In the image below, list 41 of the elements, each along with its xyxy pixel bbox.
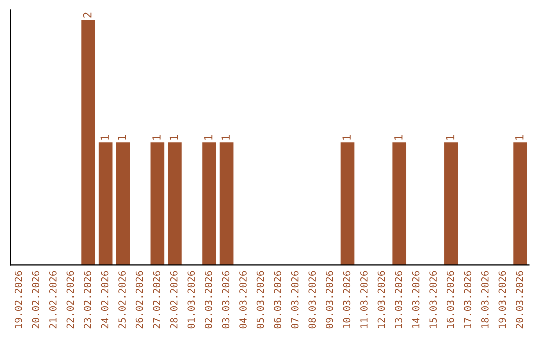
x-tick-label: 12.03.2026 <box>378 271 386 328</box>
x-tick-label: 15.03.2026 <box>430 271 438 328</box>
x-tick-label: 27.02.2026 <box>153 271 161 329</box>
x-tick-label: 09.03.2026 <box>326 271 334 329</box>
x-tick-label: 20.03.2026 <box>516 271 524 329</box>
data-label: 1 <box>446 135 455 140</box>
x-tick-label: 04.03.2026 <box>240 271 247 329</box>
x-tick-label: 17.03.2026 <box>464 271 472 328</box>
x-tick-label: 24.02.2026 <box>101 271 109 329</box>
data-label: 1 <box>152 135 161 140</box>
data-label: 1 <box>118 135 126 140</box>
x-tick-label: 06.03.2026 <box>274 271 282 329</box>
x-tick-label: 19.02.2026 <box>14 271 22 328</box>
x-tick-label: 23.02.2026 <box>84 271 92 329</box>
x-tick-label: 18.03.2026 <box>481 271 489 328</box>
x-tick-label: 02.03.2026 <box>205 271 212 329</box>
x-tick-label: 16.03.2026 <box>446 271 454 328</box>
x-tick-label: 14.03.2026 <box>412 271 420 328</box>
x-tick-label: 05.03.2026 <box>256 271 264 329</box>
x-tick-label: 26.02.2026 <box>136 271 144 329</box>
data-label: 1 <box>342 135 351 140</box>
x-tick-label: 08.03.2026 <box>308 271 316 329</box>
x-tick-label: 07.03.2026 <box>291 271 299 329</box>
x-tick-label: 20.02.2026 <box>32 271 40 329</box>
data-label: 1 <box>170 135 178 140</box>
x-tick-label: 13.03.2026 <box>395 271 402 328</box>
data-label: 1 <box>394 135 403 140</box>
x-tick-label: 03.03.2026 <box>222 271 230 329</box>
data-label: 1 <box>516 135 524 140</box>
data-label: 1 <box>204 135 213 140</box>
x-tick-label: 01.03.2026 <box>188 271 196 329</box>
data-label: 1 <box>100 135 109 140</box>
x-tick-label: 19.03.2026 <box>498 271 506 328</box>
x-tick-label: 11.03.2026 <box>360 271 368 328</box>
x-tick-label: 22.02.2026 <box>66 271 74 329</box>
x-tick-label: 28.02.2026 <box>170 271 178 329</box>
x-tick-label: 25.02.2026 <box>118 271 126 329</box>
x-tick-label: 21.02.2026 <box>49 271 57 329</box>
data-label: 2 <box>83 12 92 18</box>
data-label: 1 <box>222 135 230 140</box>
x-tick-label: 10.03.2026 <box>343 271 351 328</box>
